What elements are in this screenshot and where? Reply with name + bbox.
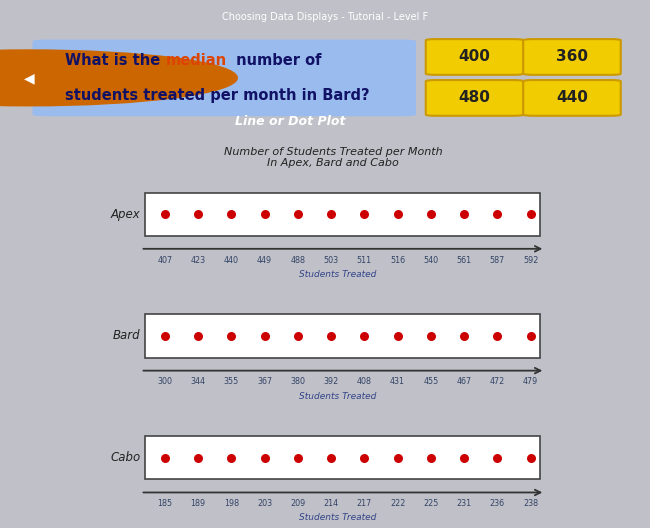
Text: 407: 407: [157, 256, 172, 265]
Text: 488: 488: [291, 256, 306, 265]
Text: 472: 472: [489, 378, 505, 386]
Text: 189: 189: [190, 499, 206, 508]
Text: 540: 540: [423, 256, 438, 265]
Text: 222: 222: [390, 499, 406, 508]
Text: median: median: [166, 53, 227, 68]
Text: 440: 440: [556, 90, 588, 106]
Text: 400: 400: [458, 50, 491, 64]
Text: 217: 217: [357, 499, 372, 508]
Text: Cabo: Cabo: [111, 451, 140, 464]
Bar: [146, 193, 540, 235]
Text: 408: 408: [357, 378, 372, 386]
Text: 440: 440: [224, 256, 239, 265]
Text: Choosing Data Displays - Tutorial - Level F: Choosing Data Displays - Tutorial - Leve…: [222, 12, 428, 22]
FancyBboxPatch shape: [426, 39, 523, 75]
FancyBboxPatch shape: [523, 80, 621, 116]
Text: In Apex, Bard and Cabo: In Apex, Bard and Cabo: [267, 158, 399, 168]
Text: 209: 209: [291, 499, 306, 508]
Bar: [146, 314, 540, 357]
Text: 392: 392: [324, 378, 339, 386]
Text: 503: 503: [324, 256, 339, 265]
Text: 516: 516: [390, 256, 405, 265]
Text: Students Treated: Students Treated: [299, 513, 377, 523]
Text: 360: 360: [556, 50, 588, 64]
Text: Students Treated: Students Treated: [299, 270, 377, 279]
Text: 236: 236: [489, 499, 505, 508]
FancyBboxPatch shape: [32, 40, 416, 116]
Text: Students Treated: Students Treated: [299, 392, 377, 401]
Text: What is the: What is the: [65, 53, 165, 68]
Text: 561: 561: [456, 256, 472, 265]
Text: 214: 214: [324, 499, 339, 508]
Text: Apex: Apex: [111, 208, 140, 221]
Circle shape: [0, 50, 237, 106]
Text: 367: 367: [257, 378, 272, 386]
Text: 431: 431: [390, 378, 405, 386]
Text: 355: 355: [224, 378, 239, 386]
Text: 231: 231: [456, 499, 472, 508]
Text: 467: 467: [456, 378, 472, 386]
Text: 203: 203: [257, 499, 272, 508]
Text: 225: 225: [423, 499, 439, 508]
Text: 344: 344: [190, 378, 205, 386]
Text: 449: 449: [257, 256, 272, 265]
Text: 592: 592: [523, 256, 538, 265]
Text: 198: 198: [224, 499, 239, 508]
Text: 587: 587: [489, 256, 505, 265]
Text: Number of Students Treated per Month: Number of Students Treated per Month: [224, 147, 443, 157]
FancyBboxPatch shape: [523, 39, 621, 75]
Text: 380: 380: [291, 378, 306, 386]
Text: 300: 300: [157, 378, 172, 386]
Text: Bard: Bard: [113, 329, 140, 343]
FancyBboxPatch shape: [426, 80, 523, 116]
Text: 511: 511: [357, 256, 372, 265]
Text: 455: 455: [423, 378, 439, 386]
Text: 479: 479: [523, 378, 538, 386]
Text: number of: number of: [231, 53, 321, 68]
Text: Line or Dot Plot: Line or Dot Plot: [235, 116, 345, 128]
Text: students treated per month in Bard?: students treated per month in Bard?: [65, 88, 370, 103]
Text: 480: 480: [458, 90, 491, 106]
Text: 238: 238: [523, 499, 538, 508]
Text: 423: 423: [190, 256, 206, 265]
Bar: [146, 436, 540, 479]
Text: 185: 185: [157, 499, 172, 508]
Text: ◀: ◀: [24, 71, 34, 85]
